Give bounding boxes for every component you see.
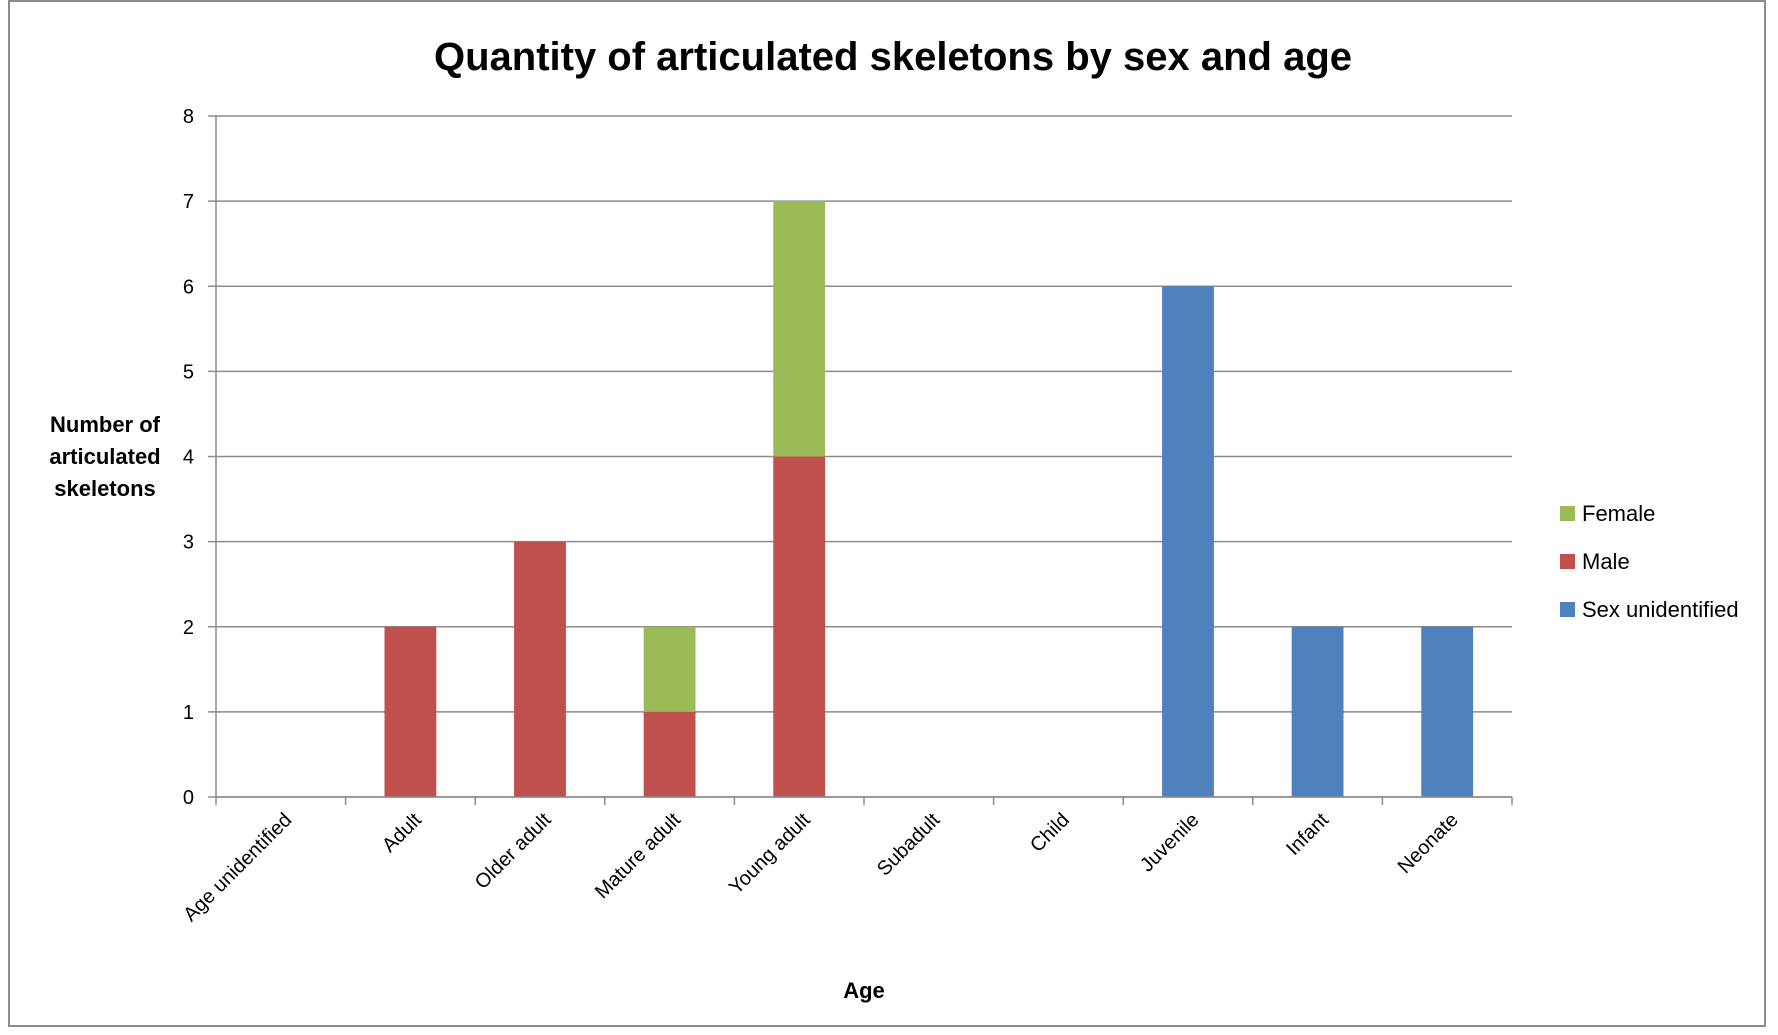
x-tick-labels: Age unidentified Adult Older adult Mature a… xyxy=(179,809,1462,926)
legend-label: Female xyxy=(1582,501,1655,526)
x-tick-label: Child xyxy=(1026,809,1074,857)
bar-segment xyxy=(384,626,437,797)
legend-label: Sex unidentified xyxy=(1582,597,1739,622)
bar-segment xyxy=(643,711,696,797)
bar-segment xyxy=(773,456,826,797)
x-tick-label: Young adult xyxy=(725,809,815,899)
y-tick-label: 5 xyxy=(183,361,194,383)
y-tick-label: 4 xyxy=(183,447,194,469)
y-tick-label: 8 xyxy=(183,106,194,128)
bar-segment xyxy=(643,626,696,712)
x-tick-label: Adult xyxy=(378,809,426,857)
y-tick-label: 3 xyxy=(183,532,194,554)
y-tick-label: 1 xyxy=(183,702,194,724)
x-tick-label: Age unidentified xyxy=(179,809,296,926)
y-tick-labels: 0 1 2 3 4 5 6 7 8 xyxy=(183,106,194,809)
y-tick-label: 0 xyxy=(183,787,194,809)
chart-title: Quantity of articulated skeletons by sex… xyxy=(434,35,1352,79)
y-tick-label: 6 xyxy=(183,276,194,298)
x-tick-label: Mature adult xyxy=(591,809,685,903)
legend-swatch xyxy=(1560,554,1575,569)
chart-frame xyxy=(8,0,1766,1027)
y-axis-title-line: Number of xyxy=(50,412,161,437)
legend-swatch xyxy=(1560,506,1575,521)
x-tick-label: Older adult xyxy=(471,809,556,894)
y-axis-title: Number of articulated skeletons xyxy=(49,412,160,501)
bars xyxy=(384,201,1474,797)
bar-segment xyxy=(514,541,566,797)
y-axis-title-line: skeletons xyxy=(54,476,156,501)
y-axis-title-line: articulated xyxy=(49,444,160,469)
x-tick-label: Neonate xyxy=(1394,809,1463,878)
x-tick-label: Subadult xyxy=(873,809,945,881)
legend-label: Male xyxy=(1582,549,1630,574)
bar-segment xyxy=(773,201,826,457)
axes xyxy=(215,116,1513,805)
y-tick-label: 7 xyxy=(183,191,194,213)
x-tick-label: Infant xyxy=(1282,809,1333,860)
legend-swatch xyxy=(1560,602,1575,617)
bar-segment xyxy=(1421,626,1474,797)
bar-segment xyxy=(1162,286,1214,797)
legend: Female Male Sex unidentified xyxy=(1560,501,1739,622)
x-axis-title: Age xyxy=(843,978,885,1003)
bar-segment xyxy=(1291,626,1344,797)
x-tick-label: Juvenile xyxy=(1136,809,1203,876)
y-tick-label: 2 xyxy=(183,617,194,639)
